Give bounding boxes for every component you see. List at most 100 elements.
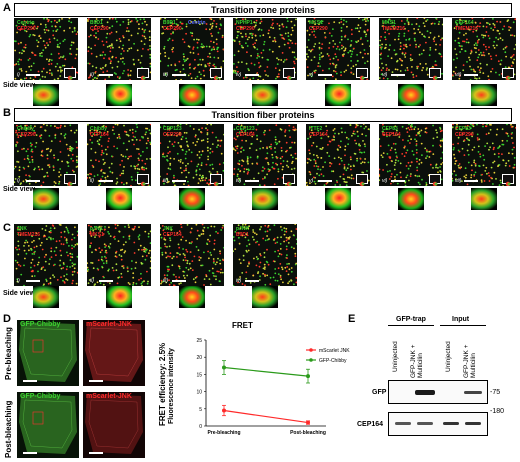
data-point xyxy=(306,420,310,425)
stain-label-green: B9D1 xyxy=(90,20,103,26)
subpanel-numeral: iii) xyxy=(163,72,168,78)
data-point xyxy=(222,365,226,370)
mscarlet-jnk-post-shape xyxy=(85,394,143,454)
micrograph-dots xyxy=(87,124,151,186)
y-tick-label: 10 xyxy=(196,390,202,396)
group-label-gfp-trap: GFP-trap xyxy=(396,316,426,323)
micrograph-b-1: Chibby CEP290 i) xyxy=(14,124,78,186)
fret-chart: 0 5 10 15 20 25 Pre-bleaching Post-bleaching mSc… xyxy=(196,338,350,436)
subpanel-numeral: iv) xyxy=(236,178,242,184)
mscarlet-jnk-pre-image: mScarlet-JNK xyxy=(83,320,145,386)
inset-dot xyxy=(286,75,292,80)
inset-dot xyxy=(67,75,73,80)
zoom-inset xyxy=(210,174,222,186)
subpanel-numeral: ii) xyxy=(90,278,94,284)
stain-label-green: CEP123 xyxy=(236,126,255,132)
blot-row-label-gfp: GFP xyxy=(372,389,387,396)
micrograph-dots xyxy=(233,224,297,286)
micrograph-a-5: MKS1 CEP290 v) xyxy=(306,18,370,80)
side-view-a-1 xyxy=(33,84,59,106)
side-view-label-a: Side view xyxy=(3,82,35,89)
micrograph-b-2: Chibby CEP164 ii) xyxy=(87,124,151,186)
inset-dot xyxy=(213,75,219,80)
inset-dot xyxy=(286,181,292,186)
zoom-inset xyxy=(356,174,368,186)
stain-label-green: CEP123 xyxy=(163,126,182,132)
side-view-b-4 xyxy=(252,188,278,210)
y-tick-label: 20 xyxy=(196,355,202,361)
row-label-post: Post-bleaching xyxy=(4,400,13,458)
inset-dot xyxy=(359,75,365,80)
scale-bar xyxy=(391,180,405,182)
zoom-inset xyxy=(429,68,441,80)
scale-bar xyxy=(99,74,113,76)
scale-bar xyxy=(172,280,186,282)
stain-label-red: TMEM216 xyxy=(382,26,406,32)
stain-label-red: CEP164 xyxy=(382,132,401,138)
micrograph-b-3: CEP123 CEP290 iii) xyxy=(160,124,224,186)
scale-bar xyxy=(23,380,37,382)
y-tick-label: 0 xyxy=(199,424,202,430)
subpanel-numeral: vi) xyxy=(382,178,388,184)
micrograph-dots xyxy=(233,124,297,186)
subpanel-numeral: iii) xyxy=(163,178,168,184)
scale-bar xyxy=(99,280,113,282)
scale-bar xyxy=(26,180,40,182)
inset-dot xyxy=(432,75,438,80)
scale-bar xyxy=(172,180,186,182)
subpanel-numeral: vi) xyxy=(382,72,388,78)
stain-label-red: CEP290 xyxy=(17,132,36,138)
stain-label-green: NPHP1 xyxy=(236,20,253,26)
zoom-inset xyxy=(137,174,149,186)
scale-bar xyxy=(391,74,405,76)
lane-label-4: GFP-JNK + Multicilin xyxy=(463,344,477,378)
stain-label-green: Centrin xyxy=(17,20,35,26)
stain-label-green: Chibby xyxy=(90,126,107,132)
series-line xyxy=(223,366,309,377)
micrograph-dots xyxy=(14,18,78,80)
scale-bar xyxy=(245,280,259,282)
micrograph-dots xyxy=(379,18,443,80)
micrograph-a-4: NPHP1 CEP290 iv) xyxy=(233,18,297,80)
gfp-chibby-post-shape xyxy=(19,394,77,454)
stain-label-red: CEP290 xyxy=(17,26,36,32)
zoom-inset xyxy=(429,174,441,186)
cep164-blot xyxy=(388,412,488,436)
stain-label-red: CEP290 xyxy=(163,132,182,138)
side-view-label-c: Side view xyxy=(3,290,35,297)
micrograph-dots xyxy=(160,224,224,286)
micrograph-b-6: CEP83 CEP164 vi) xyxy=(379,124,443,186)
stain-label-green: pJNK xyxy=(90,226,104,232)
gfp-chibby-pre-image: GFP-Chibby xyxy=(17,320,79,386)
micrograph-a-1: Centrin CEP290 i) xyxy=(14,18,78,80)
stain-label-red: CEP290 xyxy=(90,26,109,32)
micrograph-dots xyxy=(14,124,78,186)
subpanel-numeral: vii) xyxy=(455,72,462,78)
stain-label-green: pJNK xyxy=(236,226,250,232)
cep164-band-3 xyxy=(443,422,459,425)
stain-label-red: B9D1 xyxy=(236,232,249,238)
subpanel-numeral: ii) xyxy=(90,178,94,184)
subpanel-numeral: i) xyxy=(17,178,20,184)
side-view-c-1 xyxy=(33,286,59,308)
lane-label-2: GFP-JNK + Multicilin xyxy=(410,344,424,378)
panel-letter-a: A xyxy=(3,2,11,14)
inset-dot xyxy=(140,181,146,186)
scale-bar xyxy=(318,74,332,76)
group-label-input: Input xyxy=(452,316,470,323)
side-view-b-2 xyxy=(106,188,132,210)
mscarlet-jnk-label-pre: mScarlet-JNK xyxy=(86,321,132,328)
stain-label-green: CEP83 xyxy=(455,126,471,132)
zoom-inset xyxy=(283,68,295,80)
stain-label-red: CEP164 xyxy=(236,132,255,138)
inset-dot xyxy=(432,181,438,186)
zoom-inset xyxy=(210,68,222,80)
mscarlet-jnk-pre-shape xyxy=(85,322,143,382)
inset-dot xyxy=(67,181,73,186)
chart-title: FRET xyxy=(232,321,253,330)
scale-bar xyxy=(89,452,103,454)
scale-bar xyxy=(464,74,478,76)
stain-label-red: CEP164 xyxy=(163,232,182,238)
row-label-pre: Pre-bleaching xyxy=(4,327,13,380)
stain-label-green: JNK xyxy=(163,226,174,232)
